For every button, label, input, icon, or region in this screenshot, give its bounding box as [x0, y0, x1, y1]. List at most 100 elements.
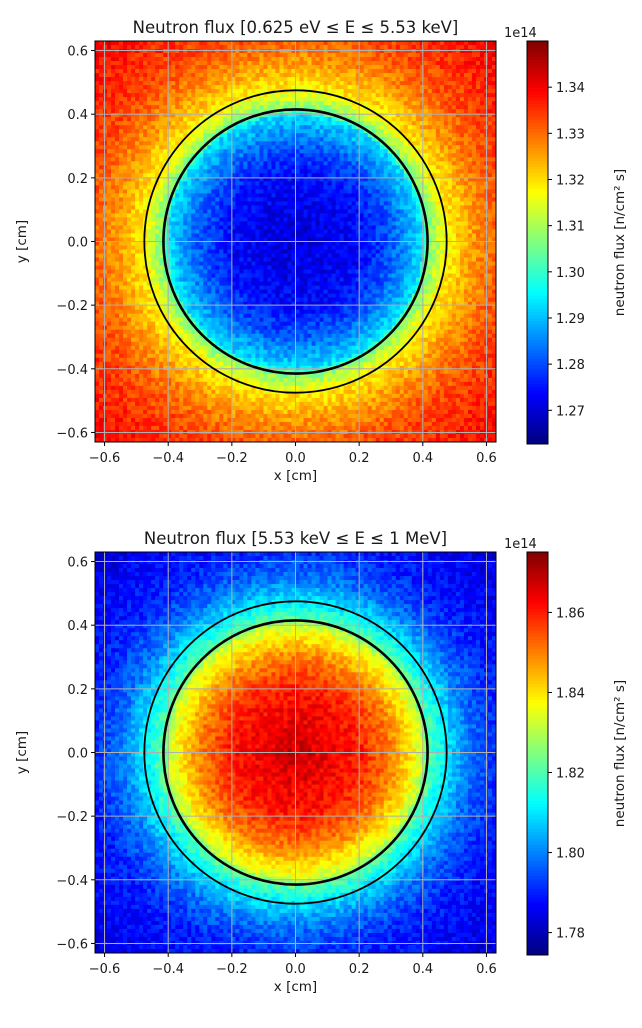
heatmap-cell	[447, 149, 453, 154]
heatmap-cell	[199, 197, 204, 202]
heatmap-cell	[191, 213, 196, 218]
heatmap-cell	[267, 221, 272, 226]
heatmap-cell	[459, 177, 465, 182]
heatmap-cell	[203, 213, 208, 218]
heatmap-cell	[119, 93, 124, 98]
heatmap-cell	[347, 213, 353, 218]
heatmap-cell	[367, 181, 373, 186]
heatmap-cell	[307, 169, 312, 174]
heatmap-cell	[299, 117, 304, 122]
heatmap-cell	[231, 153, 236, 158]
heatmap-cell	[195, 85, 200, 90]
heatmap-cell	[115, 185, 120, 190]
heatmap-cell	[183, 97, 188, 102]
heatmap-cell	[455, 209, 461, 214]
heatmap-cell	[103, 181, 108, 186]
heatmap-cell	[419, 49, 425, 54]
heatmap-cell	[427, 41, 433, 46]
heatmap-cell	[475, 81, 481, 86]
heatmap-cell	[119, 185, 124, 190]
heatmap-cell	[115, 57, 120, 62]
heatmap-cell	[239, 53, 244, 58]
heatmap-cell	[219, 197, 224, 202]
heatmap-cell	[291, 169, 296, 174]
heatmap-cell	[107, 125, 112, 130]
heatmap-cell	[111, 169, 116, 174]
heatmap-cell	[191, 53, 196, 58]
heatmap-cell	[179, 57, 184, 62]
heatmap-cell	[471, 177, 477, 182]
heatmap-cell	[219, 229, 224, 234]
heatmap-cell	[347, 61, 353, 66]
heatmap-cell	[299, 109, 304, 114]
heatmap-cell	[443, 69, 449, 74]
heatmap-cell	[279, 69, 284, 74]
heatmap-cell	[427, 201, 433, 206]
heatmap-cell	[427, 153, 433, 158]
heatmap-cell	[115, 121, 120, 126]
heatmap-cell	[171, 157, 176, 162]
heatmap-cell	[151, 97, 156, 102]
heatmap-cell	[423, 101, 429, 106]
heatmap-cell	[175, 141, 180, 146]
heatmap-cell	[155, 145, 160, 150]
heatmap-cell	[207, 133, 212, 138]
heatmap-cell	[195, 169, 200, 174]
heatmap-cell	[327, 113, 332, 118]
heatmap-cell	[159, 41, 164, 46]
heatmap-cell	[139, 209, 144, 214]
heatmap-cell	[275, 213, 280, 218]
heatmap-cell	[311, 201, 316, 206]
heatmap-cell	[283, 109, 288, 114]
heatmap-cell	[347, 69, 353, 74]
heatmap-cell	[191, 209, 196, 214]
heatmap-cell	[191, 117, 196, 122]
heatmap-cell	[379, 169, 385, 174]
heatmap-cell	[235, 169, 240, 174]
heatmap-cell	[95, 225, 100, 230]
heatmap-cell	[435, 85, 441, 90]
heatmap-cell	[259, 157, 264, 162]
heatmap-cell	[239, 69, 244, 74]
heatmap-cell	[323, 93, 328, 98]
heatmap-cell	[375, 165, 381, 170]
heatmap-cell	[315, 69, 320, 74]
heatmap-cell	[431, 57, 437, 62]
heatmap-cell	[111, 137, 116, 142]
heatmap-cell	[95, 85, 100, 90]
heatmap-cell	[167, 89, 172, 94]
heatmap-cell	[99, 109, 104, 114]
heatmap-cell	[111, 161, 116, 166]
heatmap-cell	[203, 105, 208, 110]
heatmap-cell	[379, 105, 385, 110]
heatmap-cell	[283, 189, 288, 194]
heatmap-cell	[135, 153, 140, 158]
heatmap-cell	[215, 233, 220, 238]
heatmap-cell	[103, 65, 108, 70]
heatmap-cell	[427, 229, 433, 234]
heatmap-cell	[183, 109, 188, 114]
heatmap-cell	[323, 157, 328, 162]
heatmap-cell	[227, 77, 232, 82]
heatmap-cell	[183, 189, 188, 194]
heatmap-cell	[175, 77, 180, 82]
heatmap-cell	[415, 169, 421, 174]
heatmap-cell	[323, 85, 328, 90]
heatmap-cell	[107, 169, 112, 174]
heatmap-cell	[255, 57, 260, 62]
heatmap-cell	[387, 49, 393, 54]
heatmap-cell	[471, 185, 477, 190]
heatmap-cell	[167, 97, 172, 102]
heatmap-cell	[247, 125, 252, 130]
heatmap-cell	[455, 89, 461, 94]
heatmap-cell	[151, 57, 156, 62]
heatmap-cell	[291, 221, 296, 226]
heatmap-cell	[211, 133, 216, 138]
heatmap-cell	[299, 225, 304, 230]
heatmap-cell	[131, 49, 136, 54]
heatmap-cell	[295, 213, 300, 218]
heatmap-cell	[383, 137, 389, 142]
heatmap-cell	[319, 97, 324, 102]
heatmap-cell	[135, 237, 140, 242]
heatmap-cell	[143, 97, 148, 102]
